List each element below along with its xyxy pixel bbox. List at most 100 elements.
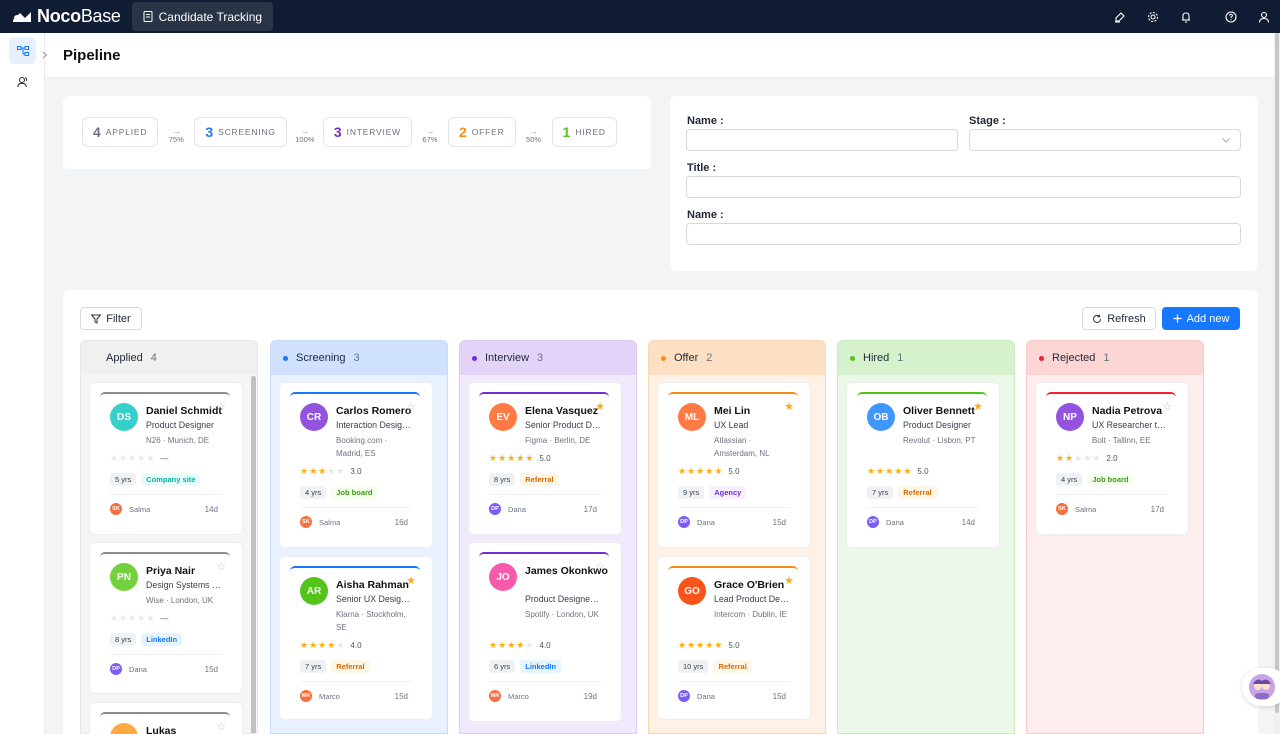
column-header[interactable]: Applied 4: [81, 341, 257, 375]
rating-star-icon[interactable]: ★: [309, 640, 318, 650]
rating-star-icon[interactable]: ★: [309, 466, 318, 476]
rating-star-icon[interactable]: ★: [876, 466, 885, 476]
sidebar-item-workflow[interactable]: [9, 37, 36, 64]
filter-button[interactable]: Filter: [80, 307, 142, 330]
title-input[interactable]: [686, 176, 1241, 198]
column-scrollbar[interactable]: [251, 376, 256, 733]
rating-star-icon[interactable]: ★: [300, 466, 309, 476]
rating-star-icon[interactable]: ★: [119, 613, 128, 623]
star-filled-icon[interactable]: ★: [784, 575, 794, 587]
rating-star-icon[interactable]: ★: [1065, 453, 1074, 463]
rating-star-icon[interactable]: ★: [894, 466, 903, 476]
rating-star-icon[interactable]: ★: [1056, 453, 1065, 463]
rating-star-icon[interactable]: ★: [507, 453, 516, 463]
candidate-card[interactable]: PN Priya Nair ☆ Design Systems … Wise · Lond…: [90, 543, 242, 693]
stage-select[interactable]: [969, 129, 1241, 151]
rating-star-icon[interactable]: ★: [146, 613, 155, 623]
rating-star-icon[interactable]: ★: [507, 640, 516, 650]
settings-icon[interactable]: [1136, 0, 1169, 33]
tab-candidate-tracking[interactable]: Candidate Tracking: [131, 2, 274, 31]
rating-star-icon[interactable]: ★: [696, 640, 705, 650]
help-icon[interactable]: [1214, 0, 1247, 33]
candidate-card[interactable]: DS Daniel Schmidt ☆ Product Designer N26 · M…: [90, 383, 242, 534]
rating-star-icon[interactable]: ★: [489, 453, 498, 463]
candidate-card[interactable]: JO James Okonkwo ☆ Product Designe… Spotify …: [469, 543, 621, 721]
star-filled-icon[interactable]: ★: [784, 401, 794, 413]
rating-star-icon[interactable]: ★: [336, 466, 345, 476]
rating-star-icon[interactable]: ★: [1074, 453, 1083, 463]
star-filled-icon[interactable]: ★: [406, 575, 416, 587]
candidate-card[interactable]: ML Mei Lin ★ UX Lead Atlassian · Amsterdam, …: [658, 383, 810, 547]
rating-star-icon[interactable]: ★: [119, 453, 128, 463]
rating-star-icon[interactable]: ★: [318, 466, 327, 476]
column-header[interactable]: Offer 2: [649, 341, 825, 375]
rating-star-icon[interactable]: ★: [1083, 453, 1092, 463]
rating-star-icon[interactable]: ★: [498, 453, 507, 463]
column-header[interactable]: Rejected 1: [1027, 341, 1203, 375]
rating-star-icon[interactable]: ★: [137, 453, 146, 463]
star-outline-icon[interactable]: ☆: [1162, 401, 1172, 413]
star-filled-icon[interactable]: ★: [973, 401, 983, 413]
rating-star-icon[interactable]: ★: [327, 640, 336, 650]
rating-star-icon[interactable]: ★: [696, 466, 705, 476]
candidate-card[interactable]: OB Oliver Bennett ★ Product Designer Revolut…: [847, 383, 999, 547]
rating-star-icon[interactable]: ★: [318, 640, 327, 650]
rating-star-icon[interactable]: ★: [687, 466, 696, 476]
sidebar-toggle[interactable]: [38, 48, 52, 62]
ai-assistant-button[interactable]: [1242, 668, 1280, 706]
column-header[interactable]: Hired 1: [838, 341, 1014, 375]
rating-star-icon[interactable]: ★: [110, 453, 119, 463]
rating-star-icon[interactable]: ★: [903, 466, 912, 476]
rating-star-icon[interactable]: ★: [705, 466, 714, 476]
bell-icon[interactable]: [1169, 0, 1202, 33]
name2-input[interactable]: [686, 223, 1241, 245]
rating-star-icon[interactable]: ★: [525, 640, 534, 650]
star-outline-icon[interactable]: ☆: [406, 401, 416, 413]
rating-star-icon[interactable]: ★: [336, 640, 345, 650]
star-outline-icon[interactable]: ☆: [216, 721, 226, 733]
rating-star-icon[interactable]: ★: [137, 613, 146, 623]
rating-star-icon[interactable]: ★: [516, 640, 525, 650]
add-new-button[interactable]: Add new: [1162, 307, 1240, 330]
rating-star-icon[interactable]: ★: [714, 466, 723, 476]
rating-star-icon[interactable]: ★: [885, 466, 894, 476]
star-outline-icon[interactable]: ☆: [216, 401, 226, 413]
column-scrollbar-thumb[interactable]: [251, 376, 256, 733]
rating-star-icon[interactable]: ★: [489, 640, 498, 650]
column-header[interactable]: Interview 3: [460, 341, 636, 375]
rating-star-icon[interactable]: ★: [498, 640, 507, 650]
rating-star-icon[interactable]: ★: [687, 640, 696, 650]
rating-star-icon[interactable]: ★: [705, 640, 714, 650]
logo[interactable]: Noco Base: [11, 6, 121, 27]
rating-star-icon[interactable]: ★: [128, 453, 137, 463]
sidebar-item-users[interactable]: [9, 68, 36, 95]
star-filled-icon[interactable]: ★: [595, 401, 605, 413]
rating-star-icon[interactable]: ★: [128, 613, 137, 623]
name-input[interactable]: [686, 129, 958, 151]
rating-star-icon[interactable]: ★: [678, 466, 687, 476]
candidate-card[interactable]: NP Nadia Petrova ☆ UX Researcher t… Bolt · T…: [1036, 383, 1188, 534]
highlighter-icon[interactable]: [1103, 0, 1136, 33]
rating-star-icon[interactable]: ★: [516, 453, 525, 463]
candidate-card[interactable]: Lukas ☆: [90, 703, 242, 734]
user-icon[interactable]: [1247, 0, 1280, 33]
rating-star-icon[interactable]: ★: [525, 453, 534, 463]
rating-star-icon[interactable]: ★: [867, 466, 876, 476]
candidate-card[interactable]: EV Elena Vasquez ★ Senior Product D… Figma ·…: [469, 383, 621, 534]
star-outline-icon[interactable]: ☆: [216, 561, 226, 573]
column-header[interactable]: Screening 3: [271, 341, 447, 375]
candidate-card[interactable]: GO Grace O'Brien ★ Lead Product De… Intercom…: [658, 557, 810, 719]
candidate-card[interactable]: AR Aisha Rahman ★ Senior UX Desig… Klarna · …: [280, 557, 432, 719]
rating-star-icon[interactable]: ★: [678, 640, 687, 650]
rating-star-icon[interactable]: ★: [327, 466, 336, 476]
refresh-button[interactable]: Refresh: [1082, 307, 1156, 330]
page-scrollbar[interactable]: [1274, 33, 1280, 734]
star-outline-icon[interactable]: ☆: [595, 561, 605, 573]
rating-star-icon[interactable]: ★: [714, 640, 723, 650]
rating-star-icon[interactable]: ★: [1092, 453, 1101, 463]
page-scrollbar-thumb[interactable]: [1275, 33, 1279, 713]
rating-star-icon[interactable]: ★: [300, 640, 309, 650]
rating-star-icon[interactable]: ★: [146, 453, 155, 463]
rating-star-icon[interactable]: ★: [110, 613, 119, 623]
candidate-card[interactable]: CR Carlos Romero ☆ Interaction Desig… Bookin…: [280, 383, 432, 547]
